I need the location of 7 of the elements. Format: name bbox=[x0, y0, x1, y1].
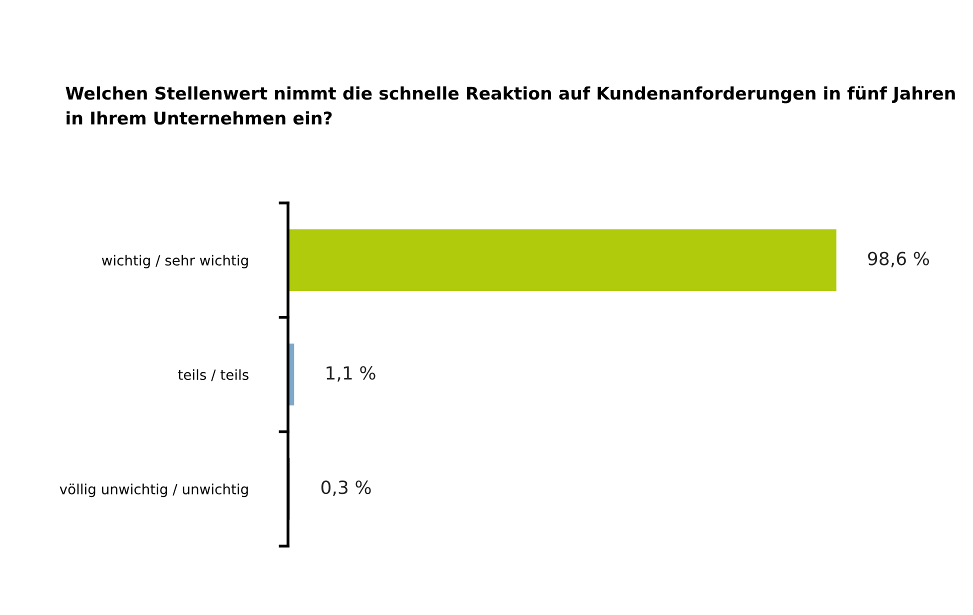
y-tick-label: teils / teils bbox=[178, 369, 248, 382]
data-label: 0,3 % bbox=[321, 480, 371, 496]
y-tick-label: wichtig / sehr wichtig bbox=[102, 254, 248, 268]
data-label: 98,6 % bbox=[868, 252, 930, 268]
data-label: 1,1 % bbox=[326, 366, 376, 382]
y-tick-label: völlig unwichtig / unwichtig bbox=[60, 484, 248, 498]
chart-title: Welchen Stellenwert nimmt die schnelle Reaktion auf Kundenanforderungen in fünf Jahren in Ihrem Unternehmen ein? bbox=[66, 86, 955, 125]
